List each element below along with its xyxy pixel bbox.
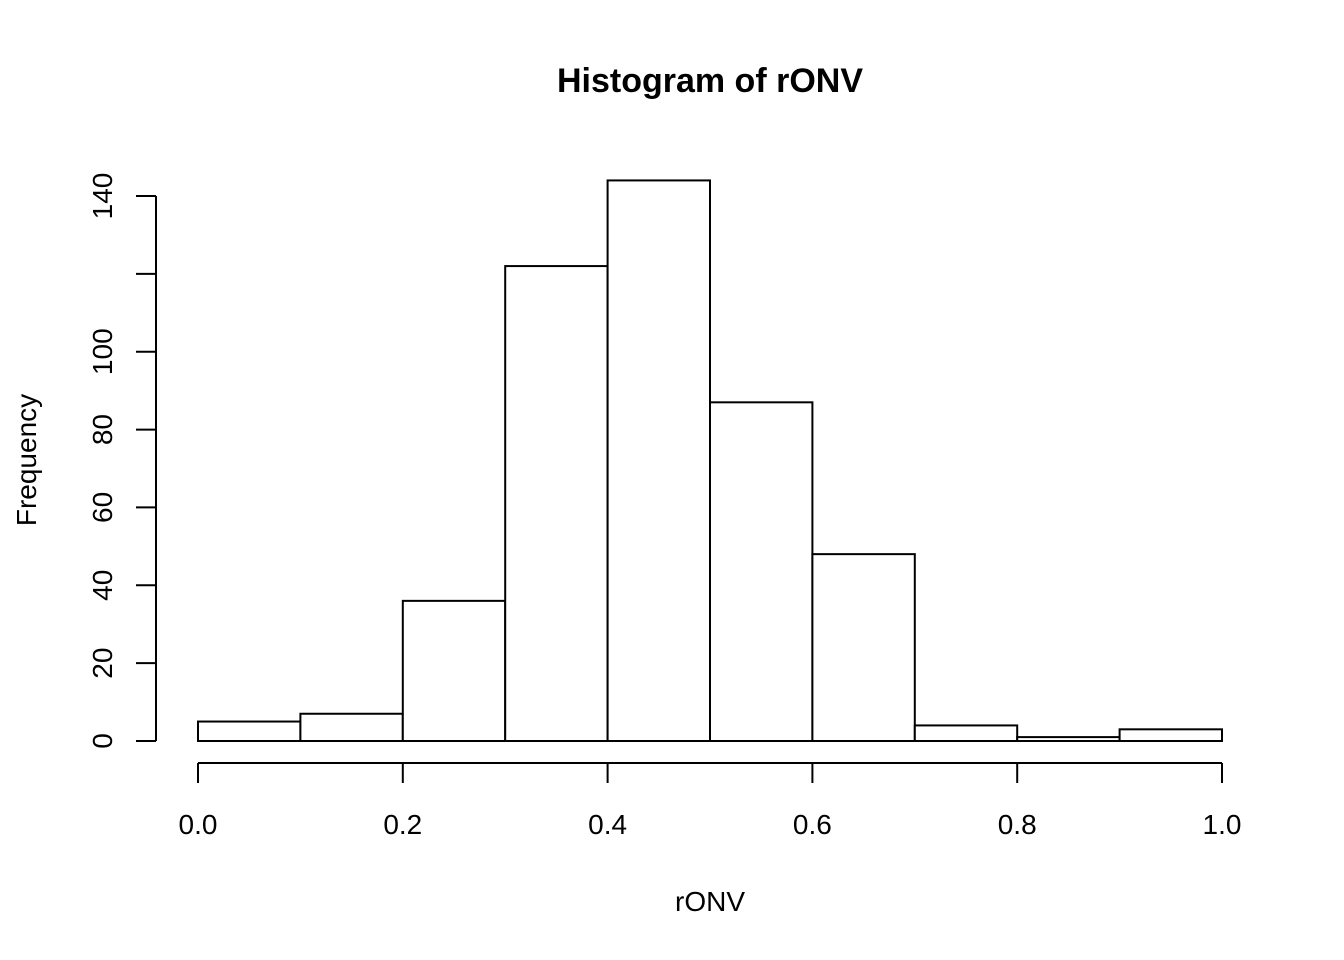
- x-tick-label: 0.2: [383, 809, 422, 840]
- histogram-bar-0: [197, 720, 302, 742]
- histogram-bar-8: [1016, 736, 1121, 742]
- y-tick-label: 60: [87, 492, 118, 523]
- histogram-bar-5: [709, 401, 814, 742]
- y-axis: 0 20 40 60 80 100 140: [87, 173, 157, 749]
- y-tick-label: 0: [87, 733, 118, 749]
- y-tick-label: 100: [87, 328, 118, 375]
- histogram-bar-1: [299, 712, 404, 742]
- y-tick-label: 40: [87, 570, 118, 601]
- x-tick-label: 0.0: [179, 809, 218, 840]
- x-tick-label: 0.4: [588, 809, 627, 840]
- y-tick-label: 140: [87, 173, 118, 220]
- x-axis: 0.0 0.2 0.4 0.6 0.8 1.0: [179, 762, 1242, 840]
- bars-group: [197, 179, 1223, 743]
- y-tick-label: 80: [87, 414, 118, 445]
- x-tick-label: 0.6: [793, 809, 832, 840]
- x-axis-label: rONV: [675, 886, 745, 917]
- histogram-bar-4: [606, 179, 711, 742]
- y-axis-label: Frequency: [11, 394, 42, 526]
- y-tick-label: 20: [87, 648, 118, 679]
- chart-title: Histogram of rONV: [557, 62, 863, 100]
- histogram-bar-3: [504, 265, 609, 742]
- histogram-bar-6: [811, 553, 916, 743]
- x-tick-label: 1.0: [1203, 809, 1242, 840]
- x-tick-label: 0.8: [998, 809, 1037, 840]
- histogram-bar-9: [1118, 728, 1223, 742]
- histogram-bar-2: [401, 599, 507, 742]
- histogram-bar-7: [913, 724, 1019, 743]
